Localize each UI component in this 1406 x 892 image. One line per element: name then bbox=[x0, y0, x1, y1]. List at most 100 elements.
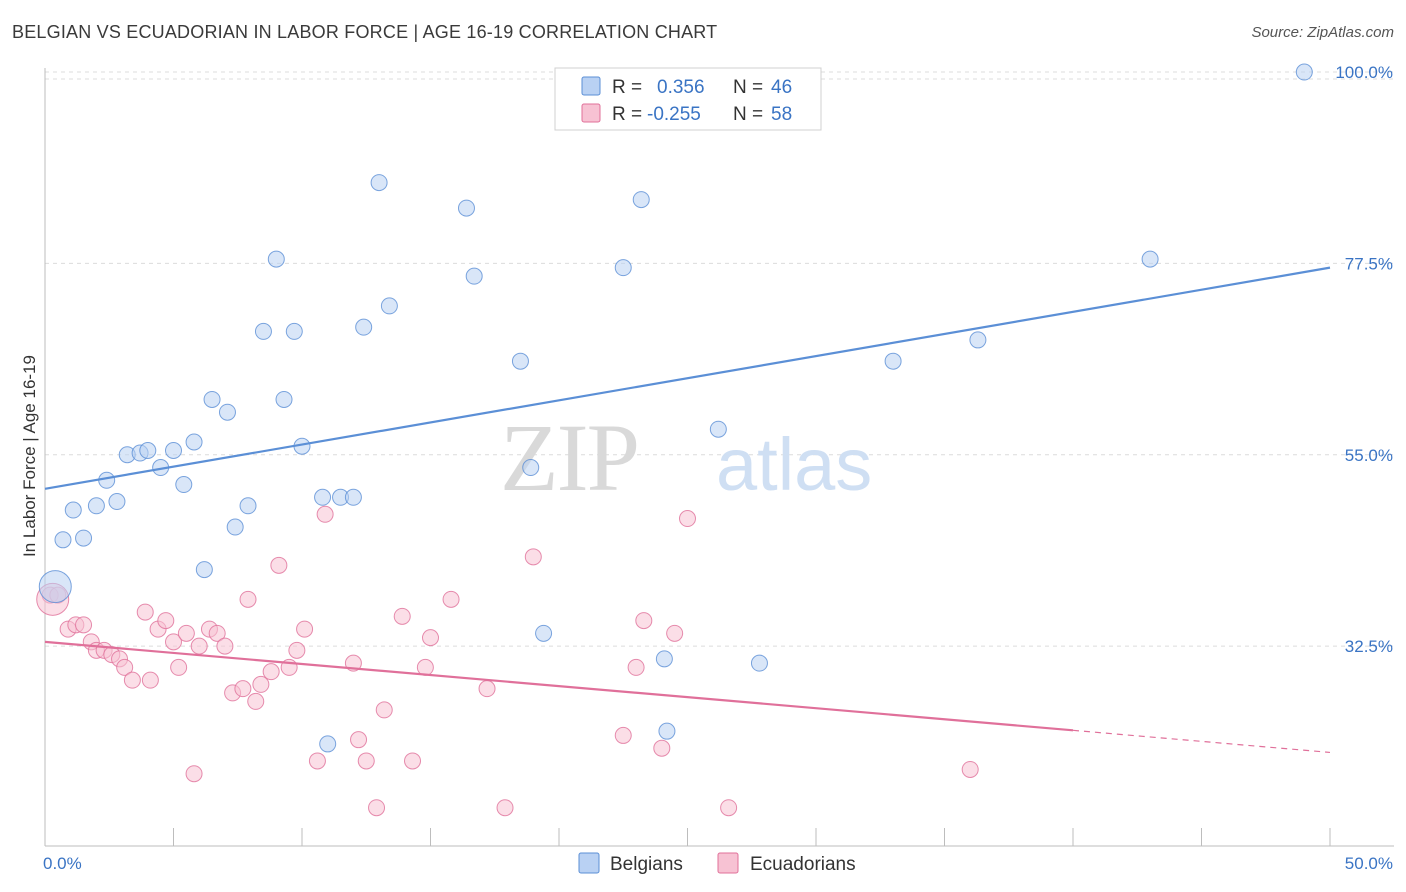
watermark-atlas: atlas bbox=[716, 423, 872, 506]
ecuadorians-point bbox=[185, 765, 203, 783]
legend-n-label-1: N = bbox=[733, 77, 763, 98]
belgians-point bbox=[38, 570, 72, 604]
bottom-label-ecuadorians: Ecuadorians bbox=[750, 854, 856, 875]
ecuadorians-point bbox=[190, 637, 208, 655]
belgians-point bbox=[370, 174, 388, 192]
ecuadorians-point bbox=[296, 620, 314, 638]
belgians-point bbox=[98, 471, 116, 489]
ecuadorians-point bbox=[393, 607, 411, 625]
y-axis-label: In Labor Force | Age 16-19 bbox=[20, 355, 39, 557]
ecuadorians-point bbox=[247, 692, 265, 710]
legend-n-value-1: 46 bbox=[771, 77, 792, 98]
ecuadorians-trend-line bbox=[44, 640, 1074, 732]
ecuadorians-point bbox=[478, 680, 496, 698]
belgians-point bbox=[750, 654, 768, 672]
belgians-point bbox=[655, 650, 673, 668]
ecuadorians-point bbox=[270, 556, 288, 574]
axes bbox=[44, 68, 1394, 847]
ecuadorians-point bbox=[357, 752, 375, 770]
belgians-point bbox=[380, 297, 398, 315]
belgians-point bbox=[275, 390, 293, 408]
ecuadorians-points bbox=[36, 505, 979, 817]
ecuadorians-point bbox=[170, 658, 188, 676]
belgians-point bbox=[203, 390, 221, 408]
belgians-point bbox=[108, 493, 126, 511]
belgians-point bbox=[658, 722, 676, 740]
ecuadorians-point bbox=[239, 590, 257, 608]
ecuadorians-point bbox=[157, 612, 175, 630]
ecuadorians-point bbox=[961, 760, 979, 778]
legend-r-value-2: -0.255 bbox=[647, 104, 701, 125]
bottom-swatch-ecuadorians bbox=[717, 852, 739, 874]
belgians-point bbox=[254, 322, 272, 340]
bottom-swatch-belgians bbox=[578, 852, 600, 874]
belgians-point bbox=[314, 488, 332, 506]
belgians-point bbox=[64, 501, 82, 519]
ecuadorians-point bbox=[123, 671, 141, 689]
ecuadorians-point bbox=[308, 752, 326, 770]
trend-lines bbox=[44, 266, 1331, 754]
belgians-point bbox=[239, 497, 257, 515]
ecuadorians-point bbox=[524, 548, 542, 566]
belgians-point bbox=[632, 191, 650, 209]
ecuadorians-point bbox=[404, 752, 422, 770]
y-tick-label: 77.5% bbox=[1345, 254, 1393, 273]
belgians-point bbox=[344, 488, 362, 506]
chart-title: BELGIAN VS ECUADORIAN IN LABOR FORCE | A… bbox=[12, 22, 718, 42]
ecuadorians-point bbox=[422, 629, 439, 647]
ecuadorians-point bbox=[262, 663, 280, 681]
belgians-point bbox=[185, 433, 203, 451]
ecuadorians-point bbox=[627, 658, 645, 676]
belgians-point bbox=[522, 459, 540, 477]
ecuadorians-point bbox=[234, 680, 252, 698]
y-tick-label: 100.0% bbox=[1335, 63, 1393, 82]
gridlines bbox=[45, 71, 1394, 647]
belgians-point bbox=[75, 529, 93, 547]
belgians-point bbox=[195, 561, 213, 579]
belgians-point bbox=[165, 442, 182, 459]
ecuadorians-point bbox=[75, 616, 93, 634]
belgians-point bbox=[1295, 63, 1313, 81]
ecuadorians-point bbox=[368, 799, 386, 817]
ecuadorians-point bbox=[116, 658, 134, 676]
ecuadorians-point bbox=[416, 658, 434, 676]
ecuadorians-point bbox=[666, 624, 684, 642]
belgians-point bbox=[54, 531, 72, 549]
source-label: Source: ZipAtlas.com bbox=[1251, 24, 1394, 41]
legend-swatch-ecuadorians bbox=[581, 103, 601, 123]
belgians-point bbox=[614, 259, 632, 277]
bottom-label-belgians: Belgians bbox=[610, 854, 683, 875]
belgians-point bbox=[884, 352, 902, 370]
belgians-points bbox=[38, 63, 1313, 753]
legend-r-label-1: R = bbox=[612, 77, 642, 98]
ecuadorians-point bbox=[136, 603, 154, 621]
ecuadorians-point bbox=[635, 612, 653, 630]
legend-n-label-2: N = bbox=[733, 104, 763, 125]
watermark-zip: ZIP bbox=[500, 404, 638, 511]
ecuadorians-point bbox=[614, 726, 632, 744]
belgians-point bbox=[267, 250, 285, 268]
ecuadorians-trend-extension bbox=[1072, 729, 1331, 754]
ecuadorians-point bbox=[720, 799, 738, 817]
belgians-point bbox=[1141, 250, 1159, 268]
belgians-point bbox=[175, 476, 193, 494]
x-tick-label: 50.0% bbox=[1345, 854, 1393, 873]
ecuadorians-point bbox=[496, 799, 514, 817]
tick-labels: 32.5% 55.0% 77.5% 100.0% 0.0% 50.0% bbox=[43, 63, 1393, 873]
belgians-point bbox=[285, 322, 303, 340]
belgians-point bbox=[709, 420, 727, 438]
belgians-point bbox=[969, 331, 987, 349]
ecuadorians-point bbox=[350, 731, 368, 749]
y-tick-label: 32.5% bbox=[1345, 637, 1393, 656]
belgians-point bbox=[355, 318, 373, 336]
belgians-trend-line bbox=[44, 266, 1331, 490]
belgians-point bbox=[87, 497, 105, 515]
ecuadorians-point bbox=[375, 701, 393, 719]
ecuadorians-point bbox=[141, 671, 159, 689]
belgians-point bbox=[139, 442, 157, 459]
belgians-point bbox=[511, 352, 529, 370]
ecuadorians-point bbox=[165, 633, 182, 651]
legend-r-value-1: 0.356 bbox=[657, 77, 705, 98]
ecuadorians-point bbox=[177, 624, 195, 642]
